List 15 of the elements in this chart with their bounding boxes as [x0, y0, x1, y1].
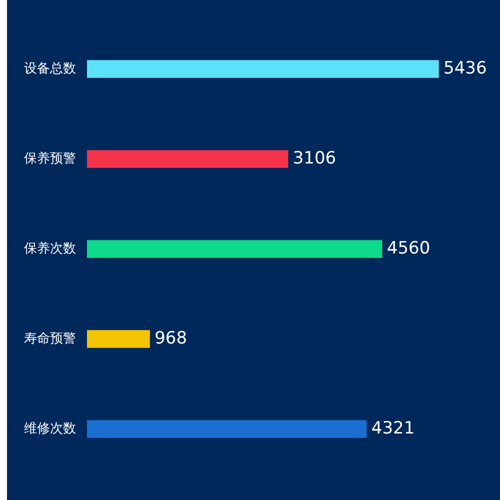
- bar: [87, 60, 439, 78]
- bar: [87, 150, 288, 168]
- data-label: 3106: [292, 148, 336, 168]
- y-tick-label: 保养预警: [24, 150, 76, 166]
- y-tick-label: 寿命预警: [24, 331, 76, 346]
- bar: [87, 330, 150, 348]
- data-label: 968: [154, 328, 188, 348]
- y-tick-label: 维修次数: [24, 421, 76, 436]
- bar: [87, 240, 382, 258]
- bar: [87, 420, 367, 438]
- y-tick-label: 设备总数: [24, 61, 76, 76]
- data-label: 5436: [444, 58, 487, 78]
- data-label: 4560: [386, 238, 430, 258]
- y-tick-label: 保养次数: [24, 240, 76, 256]
- data-label: 4321: [371, 418, 415, 438]
